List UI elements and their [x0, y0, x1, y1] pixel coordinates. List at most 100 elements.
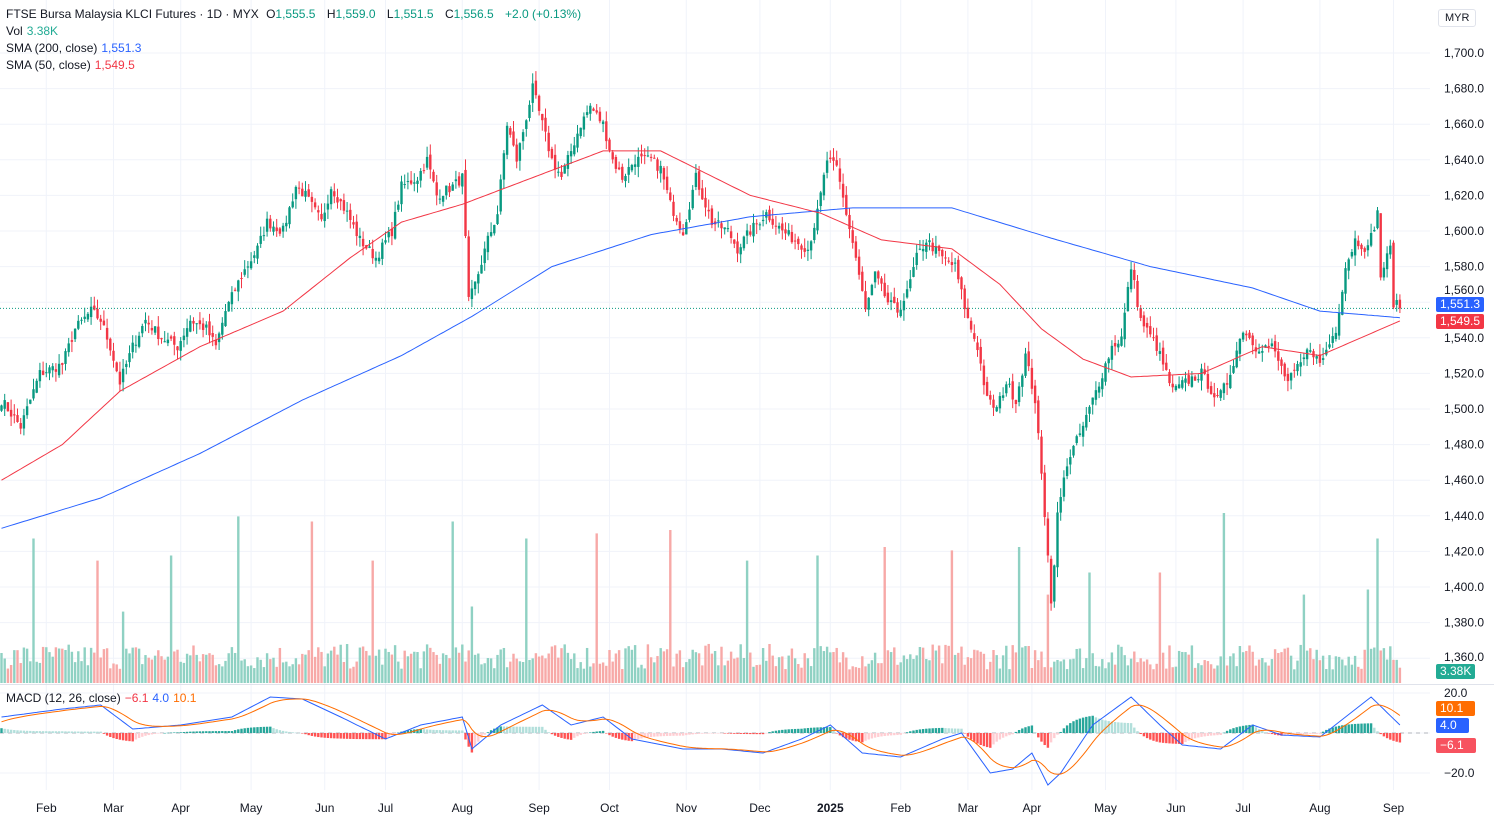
volume-bar — [16, 650, 19, 683]
macd-histogram-bar — [448, 730, 451, 733]
candle-body — [531, 83, 534, 103]
volume-bar — [729, 651, 733, 683]
macd-histogram-bar — [1187, 733, 1190, 741]
candle-body — [339, 199, 342, 202]
volume-bar — [70, 651, 74, 683]
macd-histogram-bar — [102, 733, 106, 734]
volume-bar — [237, 516, 240, 683]
candle-body — [806, 249, 810, 251]
volume-bar — [819, 646, 822, 683]
volume-bar — [157, 650, 160, 683]
macd-histogram-bar — [32, 730, 35, 733]
macd-histogram-bar — [944, 728, 947, 733]
candle-body — [646, 155, 650, 157]
volume-bar — [768, 644, 771, 683]
volume-bar — [329, 650, 333, 683]
macd-histogram-bar — [675, 733, 678, 736]
macd-histogram-bar — [259, 726, 262, 733]
candle-body — [224, 311, 227, 327]
macd-histogram-bar — [672, 733, 675, 736]
candle-body — [1392, 242, 1395, 308]
candle-body — [835, 160, 838, 166]
macd-histogram-bar — [813, 727, 816, 733]
macd-histogram-bar — [489, 730, 493, 733]
volume-bar — [390, 654, 394, 683]
candle-body — [774, 225, 778, 227]
price-axis-label: 1,680.0 — [1444, 82, 1484, 96]
candle-body — [867, 297, 870, 310]
candle-body — [182, 335, 186, 341]
sma200-legend[interactable]: SMA (200, close) 1,551.3 — [6, 40, 145, 57]
candle-body — [1040, 436, 1043, 474]
volume-bar — [787, 655, 790, 683]
volume-bar — [1376, 538, 1379, 683]
candle-body — [838, 168, 842, 182]
volume-bar — [659, 648, 662, 683]
candle-body — [1309, 350, 1312, 352]
volume-bar — [617, 650, 621, 683]
macd-histogram-bar — [374, 733, 378, 740]
volume-bar — [51, 656, 54, 683]
volume-bar — [1149, 664, 1152, 683]
volume-bar — [214, 665, 218, 683]
candle-body — [918, 248, 922, 250]
candle-body — [1296, 364, 1299, 372]
macd-histogram-bar — [118, 733, 122, 740]
macd-histogram-bar — [1059, 731, 1062, 733]
macd-histogram-bar — [928, 728, 931, 733]
macd-histogram-bar — [713, 733, 717, 734]
candle-body — [1094, 390, 1098, 400]
volume-legend[interactable]: Vol 3.38K — [6, 23, 62, 40]
candle-body — [1065, 466, 1069, 477]
currency-button[interactable]: MYR — [1438, 9, 1477, 27]
candle-body — [653, 157, 656, 159]
volume-bar — [1344, 665, 1347, 683]
candle-body — [1120, 336, 1123, 346]
candle-body — [934, 246, 938, 254]
macd-histogram-bar — [80, 731, 83, 733]
macd-histogram-bar — [537, 726, 541, 733]
macd-histogram-bar — [857, 733, 861, 742]
candle-body — [1382, 267, 1386, 278]
volume-bar — [614, 653, 618, 683]
candle-body — [1107, 358, 1110, 364]
candle-body — [291, 201, 294, 208]
macd-histogram-bar — [656, 733, 659, 737]
macd-histogram-bar — [384, 733, 387, 740]
change-value: +2.0 (+0.13%) — [505, 7, 582, 21]
volume-bar — [1017, 547, 1021, 683]
candle-body — [1389, 245, 1392, 255]
candle-body — [1238, 338, 1242, 354]
volume-bar — [979, 651, 982, 683]
volume-bar — [275, 666, 278, 683]
macd-histogram-bar — [809, 727, 813, 733]
macd-histogram-bar — [29, 730, 32, 733]
sma50-legend[interactable]: SMA (50, close) 1,549.5 — [6, 57, 139, 74]
macd-histogram-bar — [560, 733, 563, 738]
candle-body — [83, 316, 86, 319]
candle-body — [1321, 358, 1325, 360]
ohlc-open: O1,555.5 — [266, 7, 319, 21]
macd-histogram-bar — [816, 727, 819, 733]
macd-histogram-bar — [873, 733, 877, 738]
volume-bar — [409, 653, 413, 683]
macd-histogram-bar — [237, 729, 240, 733]
volume-bar — [1033, 650, 1037, 683]
macd-histogram-bar — [1056, 733, 1059, 735]
volume-bar — [400, 668, 403, 683]
candle-body — [115, 362, 118, 372]
volume-bar — [800, 667, 803, 683]
candle-body — [755, 223, 758, 225]
volume-bar — [899, 662, 902, 683]
volume-bar — [166, 656, 170, 683]
macd-legend[interactable]: MACD (12, 26, close) −6.1 4.0 10.1 — [6, 690, 200, 707]
volume-bar — [262, 667, 266, 683]
volume-bar — [1273, 649, 1277, 683]
sma200-line — [1, 207, 1400, 529]
macd-histogram-bar — [681, 733, 685, 736]
macd-histogram-bar — [806, 728, 810, 733]
candle-body — [1289, 372, 1293, 381]
candle-body — [1347, 259, 1350, 271]
macd-histogram-bar — [832, 730, 835, 733]
